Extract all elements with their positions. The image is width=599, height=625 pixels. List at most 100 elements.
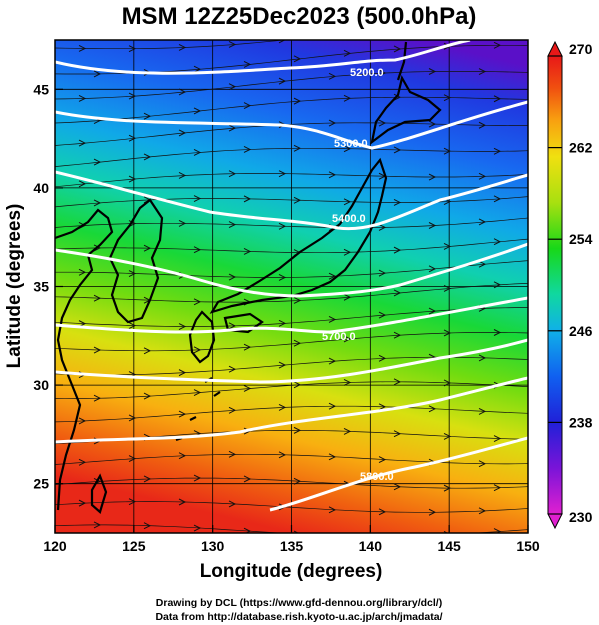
wind-arrow <box>443 329 452 337</box>
wind-arrow <box>243 248 252 255</box>
wind-arrow <box>478 218 487 226</box>
wind-arrow <box>128 45 137 53</box>
wind-arrow <box>443 484 452 492</box>
wind-arrow <box>393 93 402 101</box>
wind-arrow <box>478 68 487 75</box>
wind-arrow <box>428 68 437 75</box>
wind-arrow <box>343 49 352 57</box>
contour-label-5200: 5200.0 <box>350 67 384 79</box>
wind-arrow <box>394 532 395 533</box>
streamline <box>55 238 528 254</box>
chart-title: MSM 12Z25Dec2023 (500.0hPa) <box>122 3 477 30</box>
wind-arrow <box>243 385 252 392</box>
x-tick-label: 130 <box>201 538 225 554</box>
korea-peninsula-coast <box>108 198 164 324</box>
wind-arrow <box>278 274 287 281</box>
credit-data: Data from http://database.rish.kyoto-u.a… <box>155 611 442 623</box>
y-tick-label: 40 <box>33 180 49 196</box>
wind-arrow <box>293 381 302 389</box>
colorbar-bottom-triangle <box>547 513 563 530</box>
wind-arrow <box>243 60 252 68</box>
contour-5400 <box>55 170 528 231</box>
wind-arrow <box>443 147 452 155</box>
y-tick-label: 25 <box>33 476 49 492</box>
wind-arrow <box>93 70 102 78</box>
wind-arrow <box>493 147 502 155</box>
wind-arrow <box>378 69 387 77</box>
streamline <box>55 283 528 303</box>
wind-arrow <box>78 180 87 188</box>
wind-arrow <box>228 221 237 229</box>
height-contours <box>55 40 528 512</box>
wind-arrow <box>378 269 387 277</box>
wind-arrow <box>128 175 137 183</box>
wind-arrow <box>293 196 302 204</box>
wind-arrow <box>193 149 202 156</box>
wind-arrow <box>78 95 87 102</box>
wind-arrow <box>328 316 337 323</box>
wind-arrow <box>278 222 287 230</box>
wind-arrow <box>228 500 237 508</box>
wind-arrow <box>393 483 402 491</box>
wind-arrow <box>228 365 237 373</box>
wind-arrow <box>443 242 452 250</box>
x-tick-label: 145 <box>437 538 461 554</box>
wind-arrow <box>228 124 237 132</box>
wind-arrow <box>428 173 437 181</box>
wind-arrow <box>378 119 387 127</box>
wind-arrow <box>178 369 187 377</box>
wind-arrow <box>328 272 337 280</box>
wind-arrow <box>343 335 352 343</box>
wind-arrow <box>478 354 487 362</box>
wind-arrow <box>178 88 187 96</box>
x-tick-label: 140 <box>359 538 383 554</box>
streamline <box>55 147 528 167</box>
wind-arrow <box>378 311 387 319</box>
wind-arrow <box>293 97 302 105</box>
wind-arrow <box>78 268 87 276</box>
x-tick-label: 125 <box>122 538 146 554</box>
wind-arrow <box>478 407 487 415</box>
wind-arrow <box>493 41 502 49</box>
wind-arrow <box>78 139 87 147</box>
wind-arrow <box>493 484 502 492</box>
wind-arrow <box>293 144 302 152</box>
wind-arrow <box>393 45 402 53</box>
grid-lines <box>55 40 528 533</box>
wind-arrow <box>343 379 352 386</box>
wind-arrow <box>278 403 287 411</box>
wind-arrow <box>178 498 187 506</box>
coastlines <box>55 41 442 514</box>
wind-arrow <box>343 248 352 256</box>
contour-label-5700: 5700.0 <box>322 331 356 343</box>
wind-arrow <box>343 427 352 435</box>
wind-arrow <box>93 244 102 252</box>
wind-arrow <box>143 244 152 252</box>
wind-arrow <box>493 528 502 533</box>
wind-arrow <box>328 171 337 179</box>
wind-arrow <box>143 153 152 161</box>
wind-arrow <box>193 474 202 482</box>
wind-arrow <box>478 172 487 180</box>
wind-arrow <box>493 238 502 246</box>
streamline <box>55 96 528 124</box>
wind-arrow <box>343 94 352 102</box>
wind-arrow <box>228 322 237 330</box>
colorbar-fill <box>547 55 563 515</box>
wind-arrow <box>128 322 137 330</box>
wind-arrow <box>443 379 452 387</box>
wind-arrow <box>329 31 335 37</box>
wind-arrow <box>393 331 402 339</box>
wind-arrow <box>328 453 337 461</box>
wind-arrow <box>428 222 437 229</box>
wind-arrow <box>193 298 202 306</box>
wind-arrow <box>443 94 452 102</box>
wind-arrow <box>243 343 252 351</box>
contour-labels: 5200.0 5300.0 5400.0 5700.0 5800.0 <box>322 67 394 483</box>
wind-arrow <box>128 498 137 506</box>
y-tick-label: 45 <box>33 81 49 97</box>
hokkaido-coast <box>370 75 442 145</box>
wind-arrow <box>278 451 287 459</box>
wind-arrow <box>128 270 137 277</box>
wind-arrow <box>228 83 237 91</box>
